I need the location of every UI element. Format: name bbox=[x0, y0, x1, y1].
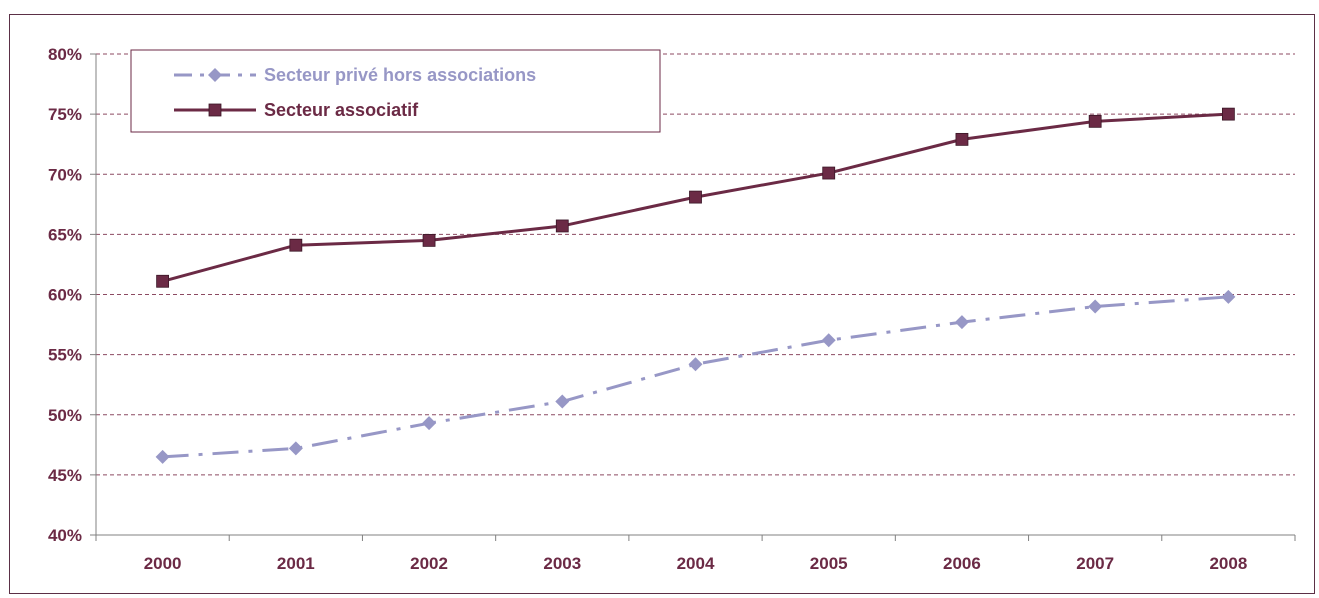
x-tick-label: 2006 bbox=[943, 554, 981, 573]
data-point bbox=[688, 357, 703, 372]
x-tick-label: 2005 bbox=[810, 554, 848, 573]
data-point bbox=[689, 190, 702, 204]
legend-marker bbox=[208, 68, 222, 82]
data-point bbox=[422, 233, 436, 247]
data-point bbox=[1088, 299, 1103, 314]
chart-frame bbox=[9, 14, 1315, 594]
legend-label: Secteur associatif bbox=[264, 100, 419, 120]
legend-marker bbox=[208, 103, 222, 117]
series-lines bbox=[162, 112, 1229, 459]
data-point bbox=[822, 166, 836, 180]
data-point bbox=[422, 416, 437, 431]
y-tick-label: 80% bbox=[48, 45, 82, 64]
data-point bbox=[1221, 107, 1235, 121]
data-point bbox=[1221, 289, 1236, 304]
y-tick-label: 55% bbox=[48, 346, 82, 365]
x-tick-label: 2000 bbox=[144, 554, 182, 573]
data-point bbox=[955, 132, 969, 146]
y-tick-label: 45% bbox=[48, 466, 82, 485]
legend-box bbox=[130, 49, 661, 133]
data-point bbox=[555, 219, 569, 233]
y-tick-label: 75% bbox=[48, 105, 82, 124]
series-markers bbox=[155, 107, 1236, 464]
data-point bbox=[288, 441, 303, 456]
x-tick-label: 2001 bbox=[277, 554, 315, 573]
data-point bbox=[1088, 114, 1102, 128]
y-tick-label: 65% bbox=[48, 225, 82, 244]
x-tick-label: 2007 bbox=[1076, 554, 1114, 573]
y-axis-tick-labels: 40% 45% 50% 55% 60% 65% 70% 75% 80% bbox=[48, 45, 82, 545]
y-tick-label: 50% bbox=[48, 406, 82, 425]
data-point bbox=[156, 274, 170, 288]
y-tick-label: 60% bbox=[48, 286, 82, 305]
legend: Secteur privé hors associations Secteur a… bbox=[130, 49, 661, 133]
data-point bbox=[289, 238, 303, 252]
x-tick-label: 2008 bbox=[1209, 554, 1247, 573]
data-point bbox=[155, 449, 170, 464]
y-tick-label: 70% bbox=[48, 165, 82, 184]
legend-label: Secteur privé hors associations bbox=[264, 65, 536, 85]
data-point bbox=[954, 315, 969, 330]
axes bbox=[90, 53, 1296, 541]
series-line bbox=[162, 295, 1229, 459]
y-tick-label: 40% bbox=[48, 526, 82, 545]
data-point bbox=[821, 333, 836, 348]
data-point bbox=[555, 394, 570, 409]
x-tick-label: 2003 bbox=[543, 554, 581, 573]
x-axis-tick-labels: 2000 2001 2002 2003 2004 2005 2006 2007 2008 bbox=[144, 554, 1248, 573]
x-tick-label: 2002 bbox=[410, 554, 448, 573]
x-tick-label: 2004 bbox=[677, 554, 715, 573]
